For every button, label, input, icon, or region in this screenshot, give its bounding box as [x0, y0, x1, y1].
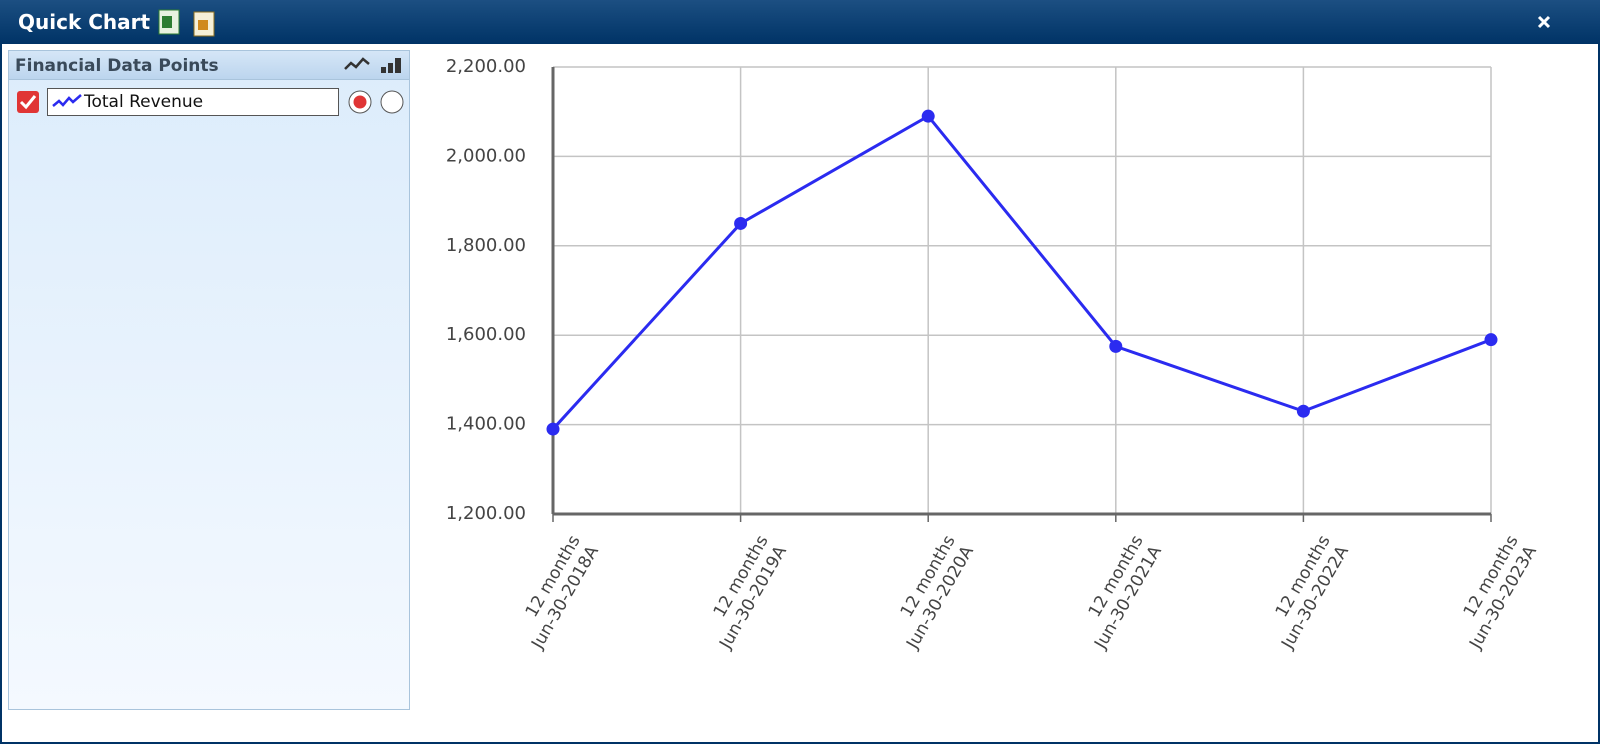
data-point: [1109, 339, 1123, 353]
data-point: [1296, 404, 1310, 418]
series-line: [551, 114, 1492, 431]
chart-type-icons[interactable]: [343, 55, 407, 75]
window-frame: [0, 44, 1600, 744]
y-tick-label: 2,000.00: [446, 145, 526, 166]
panel-header: Financial Data Points: [9, 51, 409, 80]
y-tick-label: 1,800.00: [446, 235, 526, 256]
data-point: [546, 422, 560, 436]
title-bar: Quick Chart: [0, 0, 1600, 44]
line-icon: [52, 94, 82, 107]
y-tick-label: 2,200.00: [446, 56, 526, 77]
series-name: Total Revenue: [84, 92, 204, 112]
data-point: [921, 109, 935, 123]
axis-radios[interactable]: [347, 89, 407, 115]
data-point: [734, 216, 748, 230]
series-checkbox[interactable]: [16, 90, 40, 114]
window-title: Quick Chart: [18, 10, 151, 34]
series-item[interactable]: Total Revenue: [47, 88, 339, 116]
data-point: [1484, 333, 1498, 347]
y-tick-label: 1,400.00: [446, 414, 526, 435]
y-tick-label: 1,600.00: [446, 324, 526, 345]
data-points-panel: Financial Data Points Total Revenue: [8, 50, 410, 710]
close-button[interactable]: [1536, 14, 1552, 30]
y-tick-label: 1,200.00: [446, 503, 526, 524]
toolbar-icons[interactable]: [158, 8, 218, 38]
panel-title: Financial Data Points: [15, 56, 219, 76]
